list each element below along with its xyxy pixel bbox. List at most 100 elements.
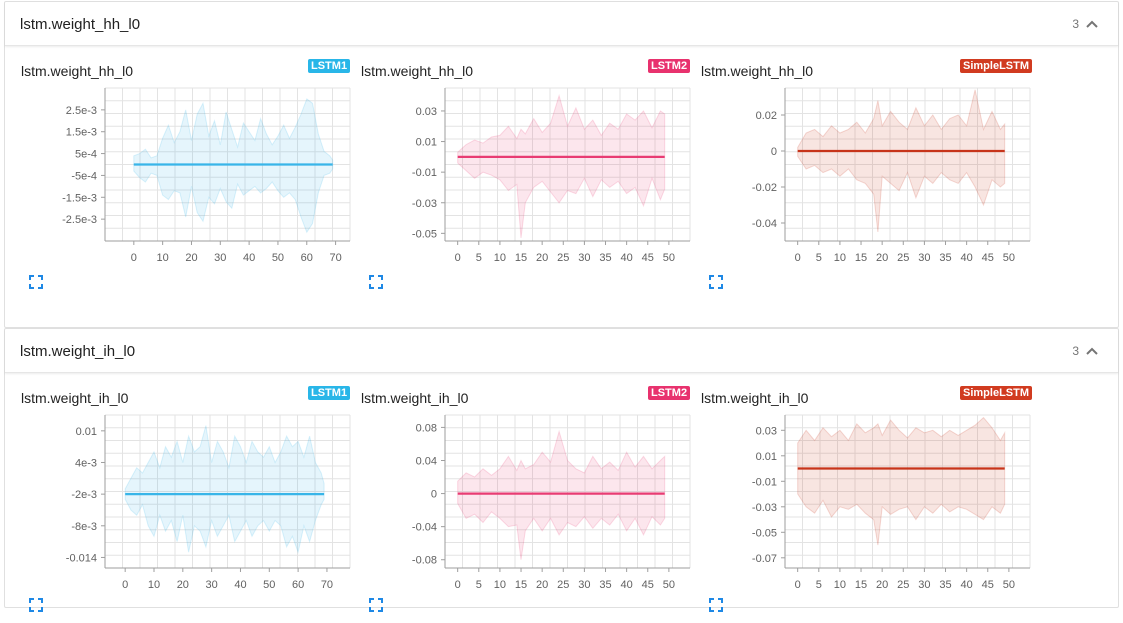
chart-card: lstm.weight_ih_l0 LSTM1 0.01 4e-3 -2e-3 -8e… — [5, 373, 351, 623]
expand-icon[interactable] — [369, 275, 383, 289]
y-tick-label: 0.03 — [756, 425, 777, 437]
x-tick-label: 50 — [663, 252, 675, 264]
histogram-chart[interactable]: 0.02 0 -0.02 -0.04 0 5 10 15 20 25 30 35 40 45 50 — [685, 46, 1031, 276]
card-title: lstm.weight_hh_l0 — [701, 63, 814, 79]
x-tick-label: 70 — [321, 579, 333, 591]
range-band — [133, 98, 334, 234]
histogram-chart[interactable]: 0.08 0.04 0 -0.04 -0.08 0 5 10 15 20 25 30 35 40 45 50 — [345, 373, 691, 603]
x-tick-label: 60 — [301, 252, 313, 264]
section-count: 3 — [1072, 344, 1079, 358]
x-tick-label: 30 — [918, 252, 930, 264]
expand-icon[interactable] — [369, 598, 383, 612]
x-tick-label: 50 — [263, 579, 275, 591]
histogram-chart[interactable]: 0.01 4e-3 -2e-3 -8e-3 -0.014 0 10 20 30 40 50 60 70 — [5, 373, 351, 603]
card-title: lstm.weight_hh_l0 — [21, 63, 134, 79]
y-tick-label: -5e-4 — [71, 170, 97, 182]
card-title: lstm.weight_ih_l0 — [21, 390, 129, 406]
x-tick-label: 15 — [515, 579, 527, 591]
y-tick-label: -1.5e-3 — [62, 192, 97, 204]
x-tick-label: 10 — [494, 579, 506, 591]
x-tick-label: 10 — [494, 252, 506, 264]
x-tick-label: 5 — [476, 252, 482, 264]
card-title: lstm.weight_ih_l0 — [361, 390, 469, 406]
chevron-up-icon[interactable] — [1084, 343, 1100, 359]
histogram-chart[interactable]: 2.5e-3 1.5e-3 5e-4 -5e-4 -1.5e-3 -2.5e-3 0 10 20… — [5, 46, 351, 276]
x-tick-label: 60 — [292, 579, 304, 591]
chart-card: lstm.weight_ih_l0 SimpleLSTM 0.03 0.01 -0.… — [685, 373, 1033, 623]
y-tick-label: 0.03 — [416, 106, 437, 118]
y-tick-label: 1.5e-3 — [66, 127, 97, 139]
y-tick-label: 0.01 — [756, 451, 777, 463]
y-tick-label: -0.08 — [412, 555, 437, 567]
card-title: lstm.weight_hh_l0 — [361, 63, 474, 79]
y-tick-label: -0.05 — [412, 228, 437, 240]
x-tick-label: 35 — [939, 579, 951, 591]
x-tick-label: 35 — [939, 252, 951, 264]
section-header[interactable]: lstm.weight_ih_l0 3 — [5, 329, 1118, 373]
x-tick-label: 0 — [455, 252, 461, 264]
expand-icon[interactable] — [29, 275, 43, 289]
x-tick-label: 30 — [578, 252, 590, 264]
y-tick-label: -0.03 — [412, 198, 437, 210]
x-tick-label: 45 — [642, 252, 654, 264]
chart-card: lstm.weight_hh_l0 LSTM1 2.5e-3 1.5e-3 5e-4… — [5, 46, 351, 296]
x-tick-label: 15 — [855, 252, 867, 264]
x-tick-label: 40 — [961, 252, 973, 264]
card-title: lstm.weight_ih_l0 — [701, 390, 809, 406]
y-tick-label: -0.014 — [66, 552, 97, 564]
x-tick-label: 50 — [272, 252, 284, 264]
y-tick-label: -0.05 — [752, 527, 777, 539]
x-tick-label: 40 — [243, 252, 255, 264]
y-tick-label: -0.02 — [752, 182, 777, 194]
run-badge: LSTM1 — [308, 386, 351, 400]
x-tick-label: 50 — [663, 579, 675, 591]
run-badge: SimpleLSTM — [960, 386, 1033, 400]
x-tick-label: 40 — [234, 579, 246, 591]
x-tick-label: 10 — [834, 579, 846, 591]
x-tick-label: 30 — [206, 579, 218, 591]
y-tick-label: 0.04 — [416, 455, 437, 467]
y-tick-label: -0.01 — [412, 167, 437, 179]
range-band — [457, 93, 666, 238]
histogram-chart[interactable]: 0.03 0.01 -0.01 -0.03 -0.05 -0.07 0 5 10 15 20 25 30… — [685, 373, 1031, 603]
section-header[interactable]: lstm.weight_hh_l0 3 — [5, 2, 1118, 46]
run-badge: SimpleLSTM — [960, 59, 1033, 73]
y-tick-label: -0.01 — [752, 476, 777, 488]
y-tick-label: -0.04 — [752, 218, 777, 230]
x-tick-label: 50 — [1003, 252, 1015, 264]
x-tick-label: 10 — [834, 252, 846, 264]
x-tick-label: 5 — [816, 579, 822, 591]
y-tick-label: -2.5e-3 — [62, 214, 97, 226]
x-tick-label: 20 — [876, 579, 888, 591]
x-tick-label: 0 — [122, 579, 128, 591]
y-tick-label: 0.02 — [756, 110, 777, 122]
y-tick-label: 0.08 — [416, 422, 437, 434]
y-tick-label: -8e-3 — [71, 521, 97, 533]
histogram-chart[interactable]: 0.03 0.01 -0.01 -0.03 -0.05 0 5 10 15 20 25 30 35 40 4… — [345, 46, 691, 276]
y-tick-label: -0.04 — [412, 522, 437, 534]
y-tick-label: 4e-3 — [75, 457, 97, 469]
x-tick-label: 0 — [795, 252, 801, 264]
x-tick-label: 5 — [816, 252, 822, 264]
expand-icon[interactable] — [709, 275, 723, 289]
x-tick-label: 15 — [855, 579, 867, 591]
x-tick-label: 50 — [1003, 579, 1015, 591]
section-title: lstm.weight_ih_l0 — [20, 343, 136, 360]
x-tick-label: 20 — [536, 252, 548, 264]
y-tick-label: 0 — [431, 489, 437, 501]
expand-icon[interactable] — [709, 598, 723, 612]
run-badge: LSTM2 — [648, 59, 691, 73]
y-tick-label: -0.03 — [752, 502, 777, 514]
chart-card: lstm.weight_hh_l0 LSTM2 0.03 0.01 -0.01 -0.… — [345, 46, 691, 296]
x-tick-label: 15 — [515, 252, 527, 264]
y-tick-label: 5e-4 — [75, 149, 97, 161]
x-tick-label: 25 — [557, 252, 569, 264]
x-tick-label: 45 — [642, 579, 654, 591]
x-tick-label: 70 — [329, 252, 341, 264]
expand-icon[interactable] — [29, 598, 43, 612]
x-tick-label: 45 — [982, 579, 994, 591]
chart-card: lstm.weight_ih_l0 LSTM2 0.08 0.04 0 -0.04 -0… — [345, 373, 691, 623]
x-tick-label: 0 — [131, 252, 137, 264]
x-tick-label: 40 — [961, 579, 973, 591]
chevron-up-icon[interactable] — [1084, 16, 1100, 32]
